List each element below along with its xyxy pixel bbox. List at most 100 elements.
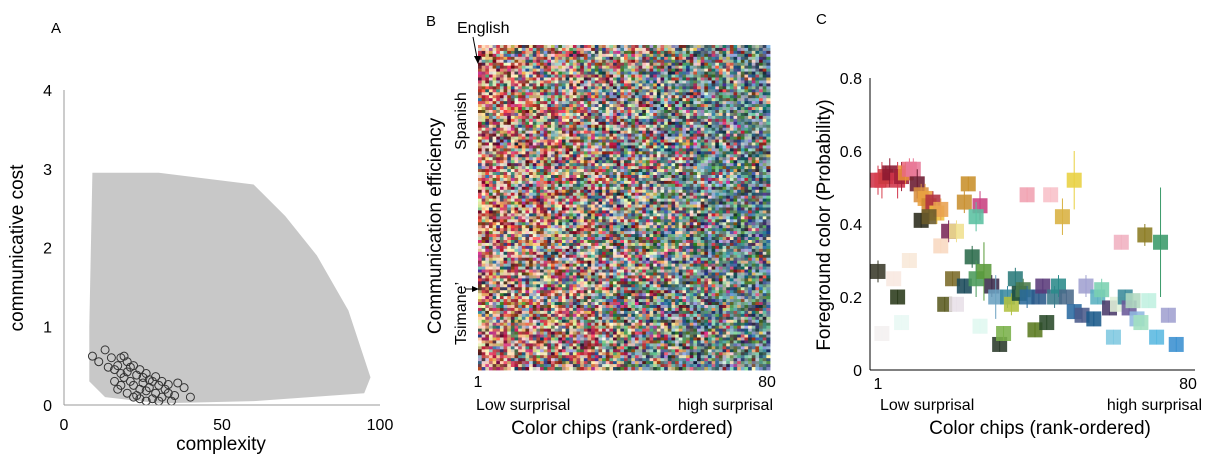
panel-b-cell-r40-c52 bbox=[667, 163, 672, 167]
panel-b-cell-r5-c47 bbox=[649, 59, 654, 64]
panel-b-cell-r60-c72 bbox=[740, 222, 745, 226]
panel-b-cell-r42-c17 bbox=[540, 169, 545, 173]
panel-b-cell-r17-c33 bbox=[598, 95, 603, 99]
panel-b-cell-r48-c71 bbox=[737, 186, 742, 191]
panel-b-cell-r49-c70 bbox=[733, 189, 738, 194]
panel-b-cell-r20-c41 bbox=[627, 104, 632, 108]
panel-b-cell-r49-c48 bbox=[653, 189, 658, 194]
panel-b-cell-r52-c66 bbox=[718, 198, 723, 202]
panel-b-cell-r47-c5 bbox=[496, 183, 501, 188]
panel-b-cell-r21-c54 bbox=[675, 107, 680, 111]
panel-b-cell-r19-c79 bbox=[766, 101, 771, 105]
panel-b-cell-r36-c13 bbox=[525, 151, 530, 155]
panel-b-cell-r28-c32 bbox=[594, 127, 599, 132]
panel-b-cell-r1-c57 bbox=[686, 47, 691, 52]
panel-b-cell-r43-c68 bbox=[726, 172, 731, 176]
panel-b-cell-r21-c62 bbox=[704, 107, 709, 111]
panel-b-cell-r6-c19 bbox=[547, 62, 552, 67]
panel-b-cell-r32-c63 bbox=[707, 139, 712, 143]
panel-b-cell-r44-c48 bbox=[653, 175, 658, 179]
panel-b-cell-r59-c31 bbox=[591, 219, 596, 223]
panel-b-cell-r4-c49 bbox=[656, 56, 661, 61]
panel-b-cell-r44-c3 bbox=[488, 175, 493, 179]
panel-b-cell-r10-c21 bbox=[554, 74, 559, 78]
panel-b-cell-r56-c0 bbox=[478, 210, 483, 214]
panel-b-cell-r42-c20 bbox=[551, 169, 556, 173]
panel-b-cell-r30-c68 bbox=[726, 133, 731, 137]
panel-b-cell-r25-c37 bbox=[613, 118, 618, 123]
panel-b-cell-r17-c52 bbox=[667, 95, 672, 99]
panel-b-cell-r4-c12 bbox=[521, 56, 526, 61]
panel-b-cell-r52-c59 bbox=[693, 198, 698, 202]
panel-b-cell-r53-c9 bbox=[510, 201, 515, 205]
panel-b-cell-r43-c28 bbox=[580, 172, 585, 176]
panel-b-cell-r4-c7 bbox=[503, 56, 508, 61]
panel-b-cell-r44-c34 bbox=[602, 175, 607, 179]
panel-b-cell-r9-c68 bbox=[726, 71, 731, 75]
panel-b-cell-r44-c13 bbox=[525, 175, 530, 179]
panel-b-cell-r26-c39 bbox=[620, 121, 625, 126]
panel-b-cell-r16-c37 bbox=[613, 92, 618, 96]
panel-b-cell-r38-c69 bbox=[729, 157, 734, 161]
panel-b-cell-r13-c47 bbox=[649, 83, 654, 87]
panel-b-cell-r38-c17 bbox=[540, 157, 545, 161]
panel-b-cell-r9-c23 bbox=[561, 71, 566, 75]
panel-b-cell-r0-c4 bbox=[492, 45, 497, 49]
panel-b-cell-r57-c61 bbox=[700, 213, 705, 217]
panel-b-cell-r47-c66 bbox=[718, 183, 723, 188]
panel-b-cell-r3-c28 bbox=[580, 53, 585, 58]
panel-b-cell-r23-c33 bbox=[598, 112, 603, 117]
panel-b-cell-r11-c9 bbox=[510, 77, 515, 81]
panel-b-cell-r55-c9 bbox=[510, 207, 515, 211]
panel-b-cell-r2-c76 bbox=[755, 50, 760, 55]
panel-b-cell-r23-c72 bbox=[740, 112, 745, 117]
panel-b-cell-r14-c56 bbox=[682, 86, 687, 90]
panel-b-cell-r25-c42 bbox=[631, 118, 636, 123]
panel-b-cell-r46-c24 bbox=[565, 180, 570, 185]
panel-b-cell-r19-c65 bbox=[715, 101, 720, 105]
panel-b-cell-r11-c22 bbox=[558, 77, 563, 81]
panel-b-cell-r0-c18 bbox=[543, 45, 548, 49]
panel-b-cell-r43-c52 bbox=[667, 172, 672, 176]
panel-b-cell-r40-c40 bbox=[624, 163, 629, 167]
panel-b-cell-r32-c65 bbox=[715, 139, 720, 143]
panel-b-cell-r38-c15 bbox=[532, 157, 537, 161]
panel-b-cell-r8-c75 bbox=[751, 68, 756, 72]
panel-b-cell-r14-c5 bbox=[496, 86, 501, 90]
panel-b-cell-r14-c78 bbox=[762, 86, 767, 90]
panel-b-cell-r3-c60 bbox=[697, 53, 702, 58]
panel-b-cell-r58-c79 bbox=[766, 216, 771, 220]
panel-b-cell-r13-c63 bbox=[707, 83, 712, 87]
panel-b-cell-r46-c34 bbox=[602, 180, 607, 185]
panel-b-cell-r47-c30 bbox=[587, 183, 592, 188]
panel-b-cell-r0-c44 bbox=[638, 45, 643, 49]
panel-b-cell-r18-c52 bbox=[667, 98, 672, 102]
panel-b-cell-r44-c61 bbox=[700, 175, 705, 179]
panel-b-cell-r41-c43 bbox=[634, 166, 639, 170]
panel-b-cell-r54-c79 bbox=[766, 204, 771, 208]
panel-b-cell-r2-c69 bbox=[729, 50, 734, 55]
panel-b-cell-r55-c69 bbox=[729, 207, 734, 211]
panel-b-cell-r24-c32 bbox=[594, 115, 599, 120]
panel-b-cell-r11-c13 bbox=[525, 77, 530, 81]
panel-b-cell-r35-c43 bbox=[634, 148, 639, 152]
panel-b-cell-r30-c16 bbox=[536, 133, 541, 137]
panel-b-cell-r21-c52 bbox=[667, 107, 672, 111]
panel-b-cell-r18-c4 bbox=[492, 98, 497, 102]
panel-b-cell-r51-c28 bbox=[580, 195, 585, 200]
panel-b-cell-r60-c44 bbox=[638, 222, 643, 226]
panel-b-cell-r33-c47 bbox=[649, 142, 654, 146]
panel-b-cell-r41-c35 bbox=[605, 166, 610, 170]
panel-b-cell-r45-c15 bbox=[532, 177, 537, 182]
panel-b-cell-r13-c76 bbox=[755, 83, 760, 87]
panel-b-cell-r21-c67 bbox=[722, 107, 727, 111]
panel-b-cell-r54-c39 bbox=[620, 204, 625, 208]
panel-b-cell-r21-c77 bbox=[759, 107, 764, 111]
panel-b-cell-r2-c78 bbox=[762, 50, 767, 55]
panel-b-cell-r59-c60 bbox=[697, 219, 702, 223]
panel-b-cell-r26-c74 bbox=[748, 121, 753, 126]
panel-b-cell-r22-c73 bbox=[744, 110, 749, 114]
panel-b-cell-r60-c26 bbox=[572, 222, 577, 226]
panel-b-cell-r43-c7 bbox=[503, 172, 508, 176]
panel-b-cell-r22-c56 bbox=[682, 110, 687, 114]
